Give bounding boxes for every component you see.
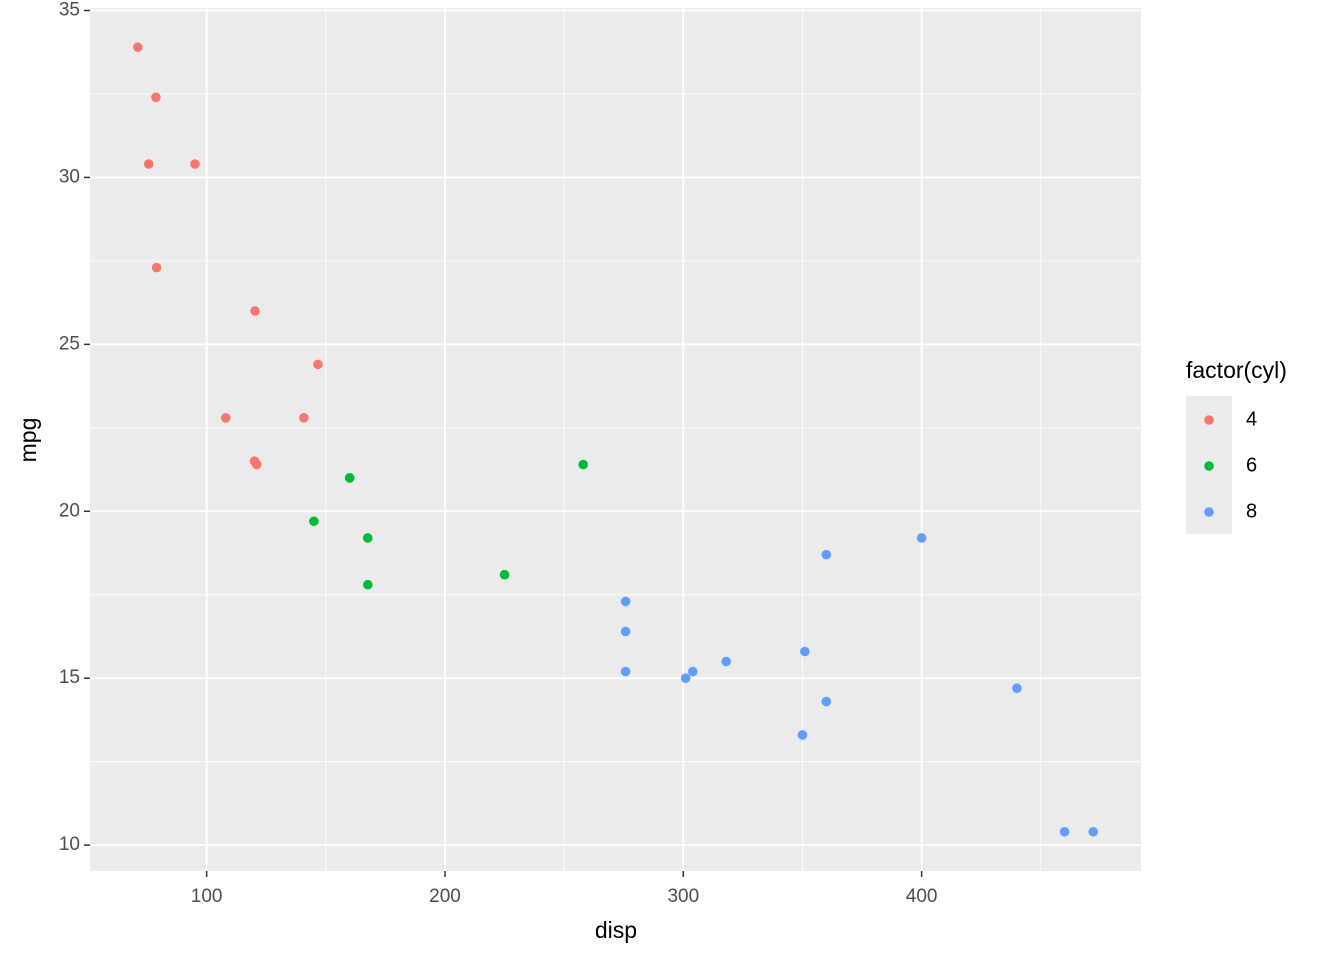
y-tick-label: 10 xyxy=(59,834,80,855)
point xyxy=(151,92,161,103)
point xyxy=(620,596,631,607)
point xyxy=(132,42,143,53)
point xyxy=(151,262,162,273)
point xyxy=(680,673,691,684)
panel-background xyxy=(90,8,1141,871)
point xyxy=(499,569,510,580)
point xyxy=(578,459,589,470)
point xyxy=(313,359,323,370)
legend-key xyxy=(1204,415,1214,425)
point xyxy=(309,516,319,527)
point xyxy=(1012,683,1022,694)
point xyxy=(250,306,260,316)
point xyxy=(362,533,373,543)
x-tick-label: 200 xyxy=(429,886,461,907)
point xyxy=(721,656,732,667)
point xyxy=(299,412,309,423)
point xyxy=(143,159,154,169)
point xyxy=(821,549,832,560)
legend-key xyxy=(1204,461,1214,471)
point xyxy=(797,730,808,740)
x-tick-label: 400 xyxy=(906,886,938,907)
point xyxy=(220,412,231,423)
y-tick-label: 20 xyxy=(59,500,80,521)
legend-label: 8 xyxy=(1246,500,1257,522)
y-tick-label: 25 xyxy=(59,333,80,354)
point xyxy=(362,579,373,590)
legend-label: 4 xyxy=(1246,408,1257,430)
y-axis-title: mpg xyxy=(15,418,41,463)
legend-title: factor(cyl) xyxy=(1186,357,1287,383)
point xyxy=(190,159,200,169)
point xyxy=(1059,826,1070,837)
y-tick-label: 35 xyxy=(59,0,80,21)
x-tick-label: 100 xyxy=(191,886,223,907)
point xyxy=(344,473,355,483)
point xyxy=(916,533,927,543)
y-tick-label: 15 xyxy=(59,667,80,688)
point xyxy=(1088,826,1099,837)
point xyxy=(620,626,631,637)
y-tick-label: 30 xyxy=(59,166,80,187)
legend-key xyxy=(1204,507,1214,517)
point xyxy=(620,666,631,677)
point xyxy=(688,666,698,677)
legend-label: 6 xyxy=(1246,454,1257,476)
point xyxy=(821,696,832,707)
point xyxy=(800,646,810,657)
x-axis-title: disp xyxy=(595,917,637,943)
point xyxy=(251,459,262,470)
x-tick-label: 300 xyxy=(667,886,699,907)
